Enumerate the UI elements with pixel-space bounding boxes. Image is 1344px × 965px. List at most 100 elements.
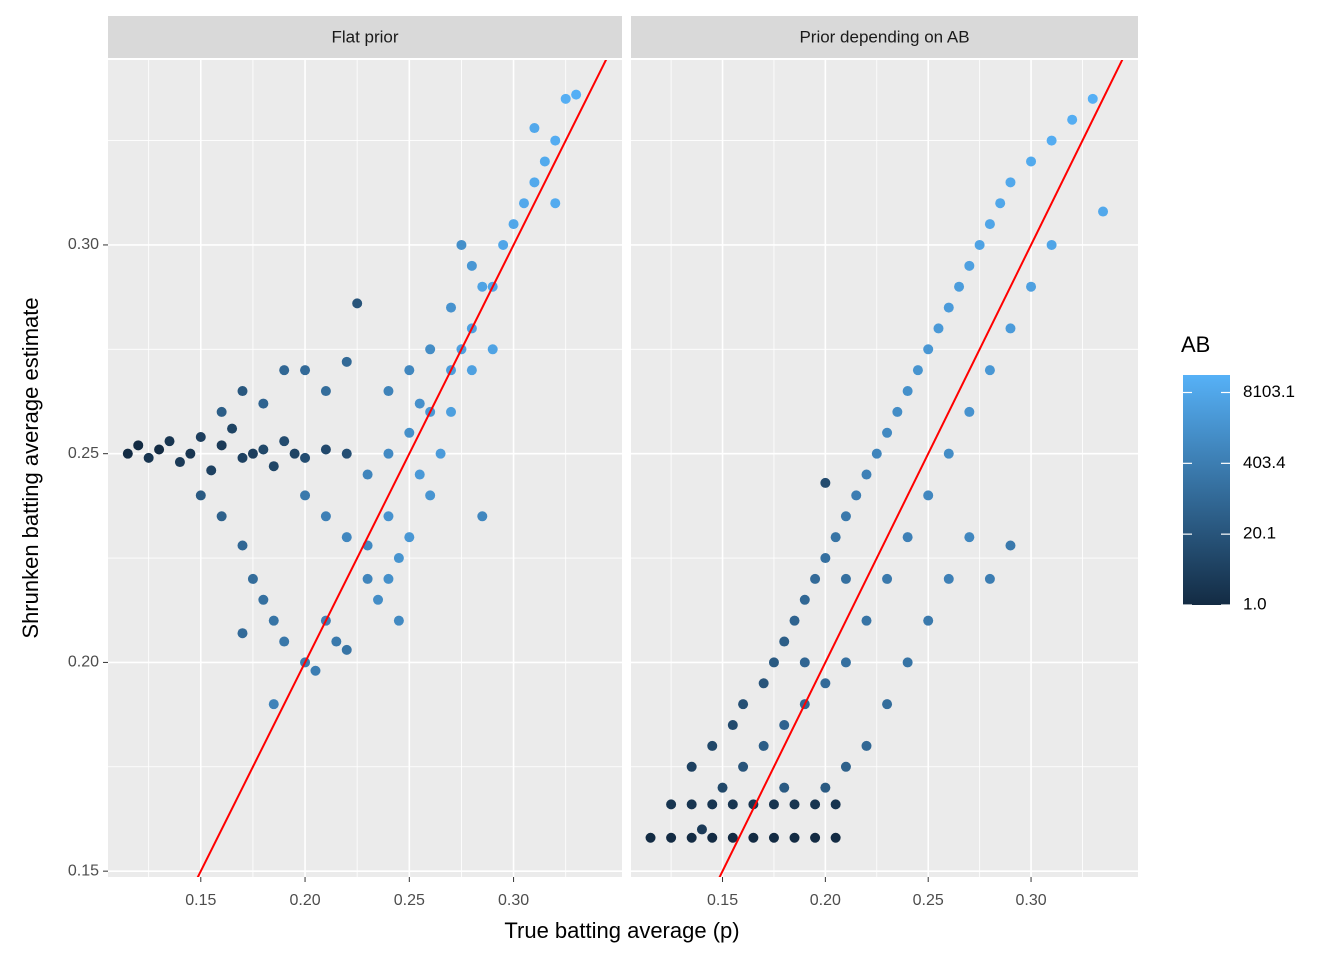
point	[206, 465, 217, 476]
point	[686, 832, 697, 843]
point	[393, 615, 404, 626]
point	[300, 490, 311, 501]
point	[810, 573, 821, 584]
point	[717, 782, 728, 793]
point	[943, 302, 954, 313]
point	[195, 431, 206, 442]
point	[964, 406, 975, 417]
point	[727, 799, 738, 810]
point	[902, 386, 913, 397]
point	[820, 678, 831, 689]
point	[560, 93, 571, 104]
point	[247, 573, 258, 584]
x-tick-label: 0.30	[1015, 892, 1046, 909]
point	[686, 761, 697, 772]
point	[425, 344, 436, 355]
point	[1046, 239, 1057, 250]
point	[404, 427, 415, 438]
point	[216, 440, 227, 451]
point	[748, 832, 759, 843]
point	[707, 832, 718, 843]
y-axis-title: Shrunken batting average estimate	[18, 297, 43, 638]
point	[820, 477, 831, 488]
point	[789, 832, 800, 843]
reference-line	[718, 60, 1124, 877]
point	[446, 302, 457, 313]
point	[435, 448, 446, 459]
panel-background	[108, 60, 622, 877]
point	[320, 444, 331, 455]
x-tick-label: 0.20	[810, 892, 841, 909]
legend-title: AB	[1181, 332, 1210, 357]
point	[799, 594, 810, 605]
point	[320, 511, 331, 522]
point	[902, 657, 913, 668]
point	[268, 461, 279, 472]
point	[799, 657, 810, 668]
x-tick-label: 0.15	[707, 892, 738, 909]
point	[174, 457, 185, 468]
point	[830, 832, 841, 843]
point	[954, 281, 965, 292]
point	[362, 469, 373, 480]
point	[258, 594, 269, 605]
point	[727, 832, 738, 843]
point	[923, 490, 934, 501]
point	[768, 832, 779, 843]
point	[258, 444, 269, 455]
point	[268, 699, 279, 710]
point	[666, 832, 677, 843]
strip	[108, 16, 622, 58]
point	[943, 448, 954, 459]
point	[707, 740, 718, 751]
point	[216, 511, 227, 522]
point	[984, 219, 995, 230]
legend-label: 403.4	[1243, 453, 1286, 472]
point	[810, 832, 821, 843]
point	[1098, 206, 1109, 217]
point	[882, 427, 893, 438]
point	[1087, 93, 1098, 104]
point	[995, 198, 1006, 209]
point	[133, 440, 144, 451]
point	[383, 386, 394, 397]
point	[727, 720, 738, 731]
point	[143, 452, 154, 463]
panel-background	[631, 60, 1138, 877]
point	[373, 594, 384, 605]
point	[882, 699, 893, 710]
point	[508, 219, 519, 230]
y-tick-label: 0.25	[68, 445, 99, 462]
point	[789, 615, 800, 626]
color-bar	[1183, 375, 1230, 605]
point	[1046, 135, 1057, 146]
point	[923, 344, 934, 355]
point	[216, 406, 227, 417]
x-tick-label: 0.15	[185, 892, 216, 909]
point	[984, 365, 995, 376]
point	[456, 239, 467, 250]
point	[237, 386, 248, 397]
x-tick-label: 0.20	[289, 892, 320, 909]
point	[164, 436, 175, 447]
point	[964, 532, 975, 543]
point	[571, 89, 582, 100]
point	[840, 573, 851, 584]
point	[539, 156, 550, 167]
point	[1005, 177, 1016, 188]
point	[758, 678, 769, 689]
legend-label: 1.0	[1243, 594, 1267, 613]
point	[768, 657, 779, 668]
point	[871, 448, 882, 459]
point	[529, 123, 540, 134]
point	[300, 365, 311, 376]
point	[840, 657, 851, 668]
point	[477, 281, 488, 292]
point	[943, 573, 954, 584]
x-tick-label: 0.30	[498, 892, 529, 909]
point	[498, 239, 509, 250]
point	[237, 540, 248, 551]
point	[645, 832, 656, 843]
point	[779, 720, 790, 731]
point	[414, 469, 425, 480]
